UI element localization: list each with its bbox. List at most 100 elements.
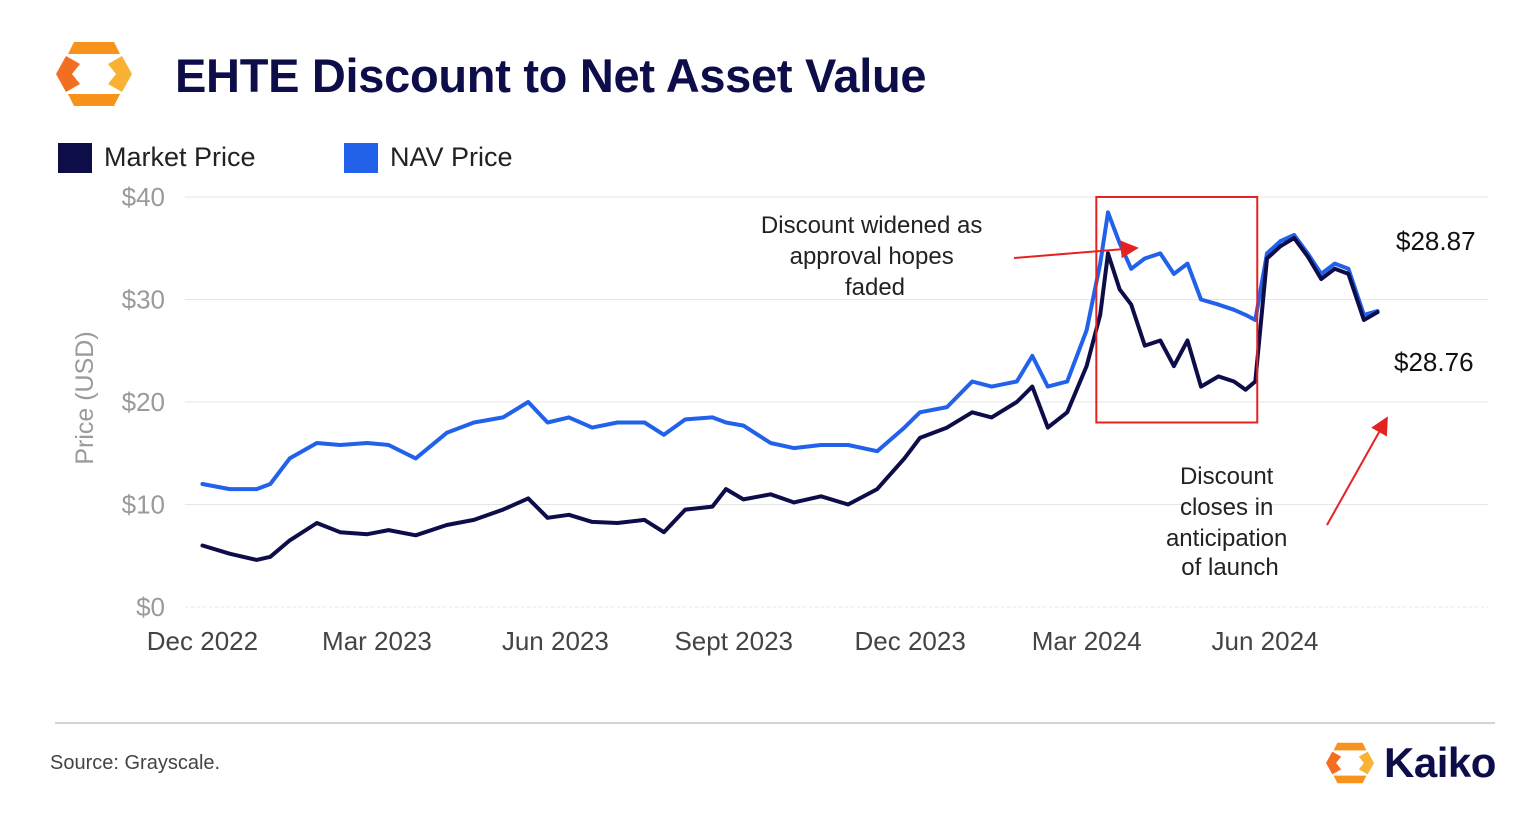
data-point <box>724 420 728 425</box>
data-point <box>268 554 273 559</box>
kaiko-logo-icon <box>1326 742 1374 784</box>
data-point <box>227 551 232 556</box>
data-point <box>315 521 319 525</box>
data-point <box>989 384 994 389</box>
data-point <box>1278 239 1283 243</box>
highlight-box <box>1095 196 1259 424</box>
data-point <box>741 423 746 428</box>
annotation-arrow-widened <box>1013 240 1139 259</box>
data-point <box>365 441 370 445</box>
data-point <box>472 518 476 522</box>
data-point <box>792 446 796 450</box>
annotation-arrow-closes <box>1326 416 1388 526</box>
data-point <box>590 425 594 430</box>
data-point <box>287 538 292 543</box>
data-point <box>227 487 232 491</box>
x-tick-label: Dec 2022 <box>147 626 258 656</box>
x-tick-label: Mar 2024 <box>1032 626 1142 656</box>
logo-segment-left <box>56 56 80 92</box>
legend-item-nav: NAV Price <box>344 142 513 173</box>
data-point <box>1015 379 1019 384</box>
series-market-price <box>200 236 1380 562</box>
data-point <box>683 417 688 422</box>
data-point <box>1142 256 1147 261</box>
data-point <box>768 492 773 497</box>
data-point <box>1216 302 1221 307</box>
data-point <box>1199 297 1203 302</box>
legend-swatch-nav <box>344 142 378 173</box>
data-point <box>945 425 949 430</box>
data-point <box>501 415 505 420</box>
data-point <box>1333 266 1337 271</box>
data-point <box>501 507 505 512</box>
data-point <box>1319 277 1324 281</box>
y-tick-label: $20 <box>122 387 165 417</box>
y-axis-label: Price (USD) <box>71 331 99 464</box>
data-point <box>1172 364 1176 368</box>
source-note: Source: Grayscale. <box>50 752 221 774</box>
data-point <box>1216 374 1221 379</box>
y-tick-label: $30 <box>122 285 165 315</box>
data-point <box>875 487 880 491</box>
legend-label-market: Market Price <box>104 142 256 172</box>
x-tick-label: Sept 2023 <box>674 626 793 656</box>
data-point <box>792 500 796 505</box>
footer-divider <box>55 722 1495 724</box>
data-point <box>567 512 571 517</box>
data-point <box>1243 387 1248 392</box>
logo-segment-top <box>1333 742 1367 751</box>
y-tick-label: $0 <box>136 592 165 622</box>
data-point <box>1106 251 1110 256</box>
data-point <box>1117 287 1122 292</box>
logo-segment-left <box>1326 751 1342 775</box>
market-end-value-label: $28.76 <box>1394 347 1474 377</box>
annotation-line: faded <box>845 274 905 301</box>
data-point <box>846 502 850 507</box>
data-point <box>1129 266 1134 271</box>
data-point <box>918 436 922 440</box>
data-point <box>254 558 259 562</box>
legend-label-nav: NAV Price <box>390 142 513 172</box>
data-point <box>1292 233 1296 237</box>
nav-end-value-label: $28.87 <box>1396 226 1476 256</box>
data-point <box>1098 261 1103 266</box>
data-point <box>989 415 994 420</box>
data-point <box>1129 302 1134 307</box>
y-axis: $0 $10 $20 $30 $40 <box>122 182 165 622</box>
data-point <box>472 420 476 425</box>
data-point <box>1098 313 1103 317</box>
logo-segment-right <box>1358 751 1374 775</box>
page-title: EHTE Discount to Net Asset Value <box>175 49 927 102</box>
data-point <box>545 516 550 520</box>
y-tick-label: $10 <box>122 490 165 520</box>
data-point <box>710 415 715 420</box>
annotation-line: closes in <box>1180 494 1273 521</box>
data-point <box>1265 251 1269 256</box>
x-tick-label: Dec 2023 <box>855 626 966 656</box>
data-point <box>1065 379 1070 384</box>
data-point <box>268 482 273 486</box>
data-point <box>642 518 647 522</box>
data-point <box>741 497 746 502</box>
x-axis: Dec 2022 Mar 2023 Jun 2023 Sept 2023 Dec 202… <box>147 626 1319 656</box>
data-point <box>1333 261 1337 266</box>
data-point <box>1084 364 1089 368</box>
data-point <box>1253 318 1258 322</box>
data-point <box>526 496 531 501</box>
logo-segment-bottom <box>68 94 120 106</box>
data-point <box>1158 338 1163 343</box>
data-point <box>918 410 922 415</box>
data-point <box>1232 307 1236 312</box>
chart-grid <box>185 196 1488 608</box>
data-point <box>1243 313 1248 317</box>
data-point <box>413 456 418 461</box>
data-point <box>945 405 949 409</box>
annotation-discount-closes: Discount closes in anticipation of launc… <box>1166 463 1294 581</box>
data-point <box>662 433 666 437</box>
data-point <box>1142 343 1147 348</box>
data-point <box>413 533 418 538</box>
data-point <box>642 420 647 425</box>
annotation-line: Discount widened as <box>761 212 982 239</box>
data-point <box>1185 261 1190 266</box>
kaiko-logo-icon <box>56 42 132 106</box>
